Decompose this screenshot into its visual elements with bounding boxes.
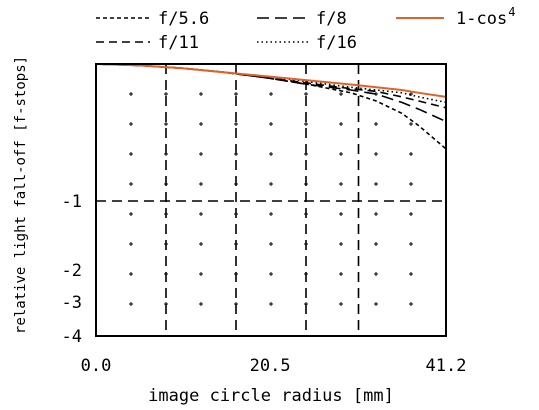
legend-label: f/8 [316, 9, 347, 29]
plot-frame [95, 63, 447, 337]
series-line-5 [95, 63, 447, 98]
legend-label: f/5.6 [158, 9, 209, 29]
x-tick-label: 0.0 [81, 356, 112, 376]
y-tick-label: -1 [62, 192, 82, 212]
series-line-4 [95, 63, 447, 104]
legend-label-superscript: 4 [508, 5, 515, 19]
y-tick-label: -4 [62, 327, 82, 347]
tick-labels: 0.0 20.5 41.2 -1 -2 -3 -4 [62, 192, 467, 376]
legend-label: f/11 [158, 33, 199, 53]
legend: f/5.6 f/8 f/11 f/16 1-cos 4 [96, 5, 515, 53]
grid [96, 64, 446, 336]
legend-label: 1-cos [456, 9, 507, 29]
y-axis-title: relative light fall-off [f-stops] [13, 56, 29, 334]
series-line-2 [95, 63, 447, 123]
series-line-3 [95, 63, 447, 109]
y-tick-label: -2 [62, 261, 82, 281]
y-tick-label: -3 [62, 293, 82, 313]
series-lines [95, 63, 447, 150]
legend-label: f/16 [316, 33, 357, 53]
x-axis-title: image circle radius [mm] [148, 386, 394, 406]
x-tick-label: 20.5 [250, 356, 291, 376]
x-tick-label: 41.2 [426, 356, 467, 376]
